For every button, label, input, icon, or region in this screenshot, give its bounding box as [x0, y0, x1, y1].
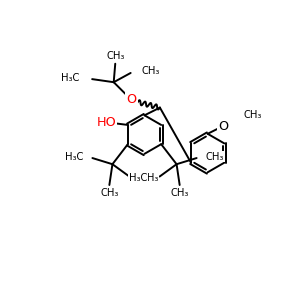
Text: CH₃: CH₃ — [141, 66, 160, 76]
Text: H₃C: H₃C — [65, 152, 83, 161]
Text: CH₃: CH₃ — [170, 188, 189, 199]
Text: H₃C: H₃C — [129, 173, 147, 183]
Text: CH₃: CH₃ — [243, 110, 261, 119]
Text: CH₃: CH₃ — [206, 152, 224, 161]
Text: O: O — [126, 93, 136, 106]
Text: CH₃: CH₃ — [106, 51, 124, 61]
Text: O: O — [218, 120, 228, 133]
Text: CH₃: CH₃ — [100, 188, 118, 199]
Text: H₃C: H₃C — [61, 73, 80, 82]
Text: CH₃: CH₃ — [140, 173, 158, 183]
Text: HO: HO — [96, 116, 116, 129]
